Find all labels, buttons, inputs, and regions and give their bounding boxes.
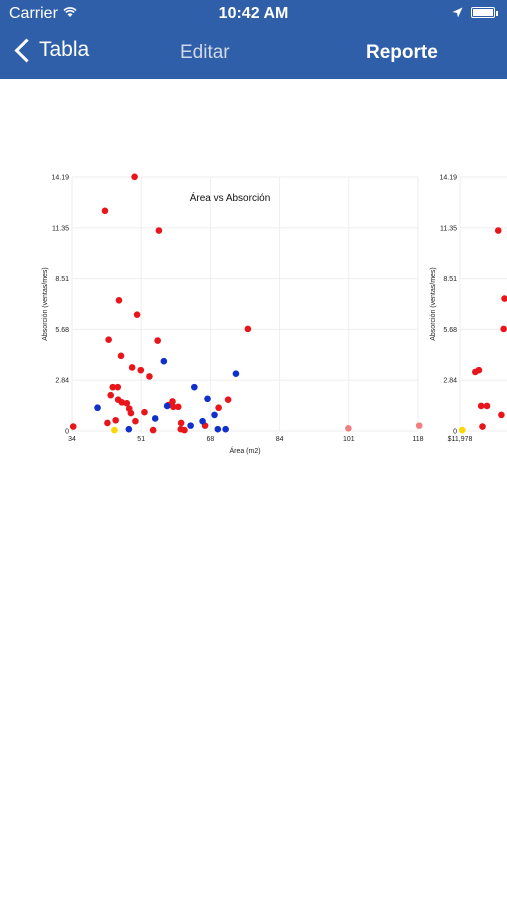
charts-area: 0 2.84 5.68 8.51 11.35 14.19 34 51 68 84 101 118 Áre… <box>42 173 507 455</box>
data-point-red <box>137 366 145 374</box>
x-tick-label: 84 <box>276 436 284 443</box>
y-tick-label: 14.19 <box>51 175 69 182</box>
y-tick-label: 2.84 <box>443 378 457 385</box>
y-axis-label: Absorción (ventas/mes) <box>42 267 49 341</box>
back-button[interactable]: Tabla <box>12 37 90 63</box>
data-point-blue <box>187 422 194 429</box>
y-tick-label: 11.35 <box>52 225 69 232</box>
data-point-red <box>475 366 483 374</box>
data-point-blue <box>222 425 229 433</box>
data-point-red <box>114 383 122 391</box>
y-tick-label: 5.68 <box>443 327 457 334</box>
data-point-blue <box>191 383 198 391</box>
nav-row: Tabla Editar Reporte <box>0 32 507 72</box>
data-point-red <box>149 426 157 434</box>
data-point-red <box>69 423 77 430</box>
data-point-blue <box>214 425 222 433</box>
data-point-red <box>115 297 123 304</box>
data-point-blue <box>163 402 171 410</box>
chart-secondary: 0 2.84 5.68 8.51 11.35 14.19 $11,978 Absorción … <box>430 175 507 443</box>
data-point-red <box>215 404 222 412</box>
data-point-red <box>154 337 161 344</box>
data-point-red <box>128 364 136 371</box>
data-point-red <box>224 396 232 403</box>
back-label: Tabla <box>39 38 90 61</box>
data-point-yellow <box>111 426 118 434</box>
navigation-bar: Carrier 10:42 AM Tabla Editar Reporte <box>0 0 507 79</box>
data-point-red <box>498 411 505 419</box>
y-tick-label: 0 <box>453 429 457 436</box>
data-point-blue <box>125 425 133 433</box>
data-point-blue <box>151 415 159 422</box>
data-point-red <box>501 295 507 302</box>
data-point-red <box>123 399 131 407</box>
data-point-red <box>117 352 125 360</box>
y-tick-label: 8.51 <box>55 276 69 283</box>
data-point-yellow <box>458 426 466 434</box>
y-tick-label: 8.51 <box>443 276 457 283</box>
wifi-icon <box>63 7 77 17</box>
chart-title: Área vs Absorción <box>190 191 271 204</box>
data-point-blue <box>211 411 218 419</box>
data-point-red <box>104 419 111 427</box>
data-point-blue <box>199 417 206 425</box>
data-point-red <box>174 403 182 411</box>
chart-area-vs-absorcion: 0 2.84 5.68 8.51 11.35 14.19 34 51 68 84 101 118 Áre… <box>42 173 424 455</box>
data-point-red <box>170 403 177 411</box>
y-tick-label: 14.19 <box>439 175 457 182</box>
y-axis-label: Absorción (ventas/mes) <box>430 267 437 341</box>
data-point-red <box>483 402 491 410</box>
x-tick-label: 34 <box>68 436 76 443</box>
data-point-red <box>500 325 507 333</box>
status-bar: Carrier 10:42 AM <box>0 0 507 28</box>
data-point-red <box>107 391 115 399</box>
x-tick-label: 101 <box>343 436 355 443</box>
x-tick-label: 68 <box>207 436 215 443</box>
data-point-pink <box>415 422 423 429</box>
clock: 10:42 AM <box>218 5 289 22</box>
x-tick-label: 51 <box>137 436 145 443</box>
y-tick-label: 11.35 <box>440 225 457 232</box>
data-point-red <box>477 402 485 410</box>
report-button[interactable]: Reporte <box>366 42 438 63</box>
y-tick-label: 0 <box>65 429 69 436</box>
data-point-red <box>177 419 185 427</box>
x-tick-label: $11,978 <box>448 436 473 443</box>
data-point-red <box>105 336 112 344</box>
data-point-red <box>127 409 135 417</box>
battery-icon <box>471 7 498 18</box>
y-tick-label: 2.84 <box>55 378 69 385</box>
data-point-blue <box>94 404 101 412</box>
data-point-red <box>141 408 148 416</box>
data-point-pink <box>345 425 352 432</box>
edit-button[interactable]: Editar <box>180 42 230 63</box>
chevron-left-icon <box>14 37 39 63</box>
data-point-red <box>494 227 502 234</box>
data-point-red <box>131 173 138 181</box>
data-point-blue <box>160 357 168 365</box>
data-point-red <box>155 227 163 234</box>
x-axis-label: Área (m2) <box>229 446 260 455</box>
data-point-red <box>181 426 188 434</box>
data-point-blue <box>232 370 240 378</box>
location-arrow-icon <box>452 7 463 18</box>
data-point-red <box>169 398 176 405</box>
data-point-red <box>146 373 153 380</box>
data-point-blue <box>204 395 211 403</box>
y-tick-label: 5.68 <box>55 327 69 334</box>
data-point-red <box>244 325 252 333</box>
data-point-red <box>109 383 117 391</box>
data-point-red <box>118 399 126 406</box>
data-point-red <box>112 416 119 424</box>
x-tick-label: 118 <box>412 436 423 443</box>
data-point-red <box>133 311 141 318</box>
data-point-red <box>479 423 486 430</box>
data-point-red <box>132 417 139 425</box>
data-point-red <box>101 207 109 215</box>
carrier-label: Carrier <box>9 5 58 22</box>
